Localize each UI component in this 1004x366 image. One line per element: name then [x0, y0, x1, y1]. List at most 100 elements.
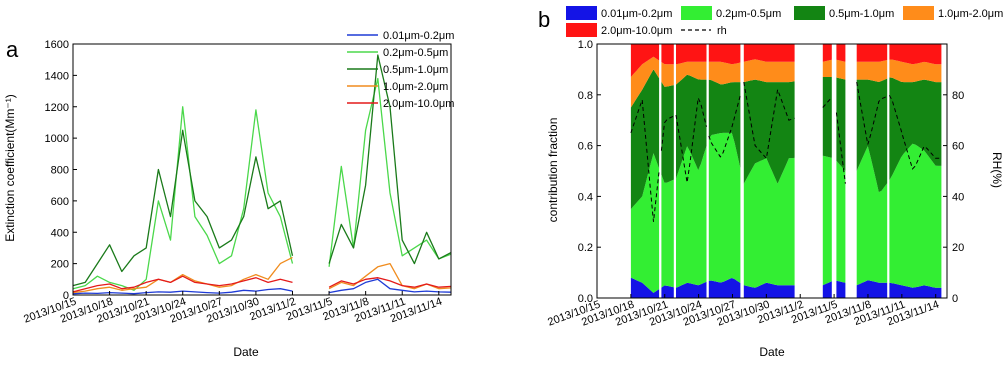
panel-a-series-line	[72, 278, 452, 295]
panel-b-area-band	[708, 79, 741, 169]
panel-b-legend-swatch	[566, 6, 597, 20]
panel-b-area-band	[822, 155, 832, 286]
panel-b-area-band	[676, 61, 707, 85]
panel-b-area-band	[889, 77, 942, 181]
panel-b-area-band	[856, 146, 888, 286]
panel-b-area-band	[676, 146, 707, 288]
panel-b-rh-line	[822, 96, 833, 108]
panel-b-area-band	[836, 280, 846, 298]
panel-b-area-band	[661, 62, 674, 87]
panel-b-rh-line	[675, 96, 707, 183]
panel-a-y-tick-label: 1200	[45, 102, 69, 114]
panel-b-rh-tick-label: 80	[952, 90, 964, 102]
panel-a-legend-label: 0.2μm-0.5μm	[383, 47, 448, 59]
panel-a-legend-label: 1.0μm-2.0μm	[383, 81, 448, 93]
panel-b-legend-label: 0.01μm-0.2μm	[601, 8, 672, 20]
panel-b-rh-axis-label: RH(%)	[990, 152, 1004, 188]
panel-b-plot-area	[630, 44, 942, 298]
panel-a-series-line	[72, 54, 452, 287]
panel-b-area-band	[743, 157, 795, 288]
panel-b-area-band	[708, 278, 741, 298]
panel-b-rh-line	[630, 99, 660, 222]
panel-a-y-tick-label: 400	[51, 227, 69, 239]
panel-b-legend: 0.01μm-0.2μm 0.2μm-0.5μm 0.5μm-1.0μm 1.0μm-…	[566, 6, 1003, 37]
panel-b-rh-line	[660, 115, 675, 151]
panel-a-y-tick-label: 0	[63, 290, 69, 302]
panel-b-area-band	[708, 44, 741, 65]
panel-b-area-band	[743, 59, 795, 83]
panel-b-rh-tick-label: 40	[952, 191, 964, 203]
panel-b-legend-swatch	[566, 23, 597, 37]
panel-b: b 0.01μm-0.2μm 0.2μm-0.5μm 0.5μm-1.0μm 1.0μ…	[538, 6, 1004, 359]
panel-b-rh-line	[856, 82, 888, 145]
panel-b-legend-swatch	[903, 6, 934, 20]
panel-a-series-line	[72, 77, 452, 291]
panel-b-area-band	[661, 44, 674, 65]
panel-a-legend: 0.01μm-0.2μm 0.2μm-0.5μm 0.5μm-1.0μm 1.0μm-…	[347, 30, 454, 110]
panel-b-y-tick-label: 0.8	[578, 90, 593, 102]
panel-b-area-band	[676, 44, 707, 65]
panel-b-area-band	[743, 44, 795, 62]
panel-b-area-band	[743, 282, 795, 298]
panel-a-y-tick-label: 800	[51, 165, 69, 177]
panel-b-frame	[596, 43, 948, 299]
panel-b-rh-tick-label: 60	[952, 141, 964, 153]
panel-b-legend-label: 0.2μm-0.5μm	[716, 8, 781, 20]
panel-b-area-band	[856, 78, 888, 193]
panel-a-legend-label: 0.5μm-1.0μm	[383, 64, 448, 76]
panel-b-area-band	[822, 59, 832, 77]
panel-b-area-band	[822, 281, 832, 298]
panel-b-area-band	[630, 56, 660, 108]
panel-b-y-tick-label: 1.0	[578, 39, 593, 51]
panel-b-area-band	[836, 160, 846, 283]
panel-b-legend-label: 1.0μm-2.0μm	[938, 8, 1003, 20]
panel-b-area-band	[822, 77, 832, 158]
panel-a-y-tick-label: 1000	[45, 133, 69, 145]
panel-b-area-band	[630, 44, 660, 77]
panel-a-y-tick-label: 200	[51, 259, 69, 271]
panel-b-y-tick-label: 0.6	[578, 141, 593, 153]
panel-b-area-band	[856, 44, 888, 62]
panel-b-area-band	[856, 280, 888, 298]
panel-b-area-band	[708, 61, 741, 85]
panel-b-y-tick-label: 0.0	[578, 293, 593, 305]
panel-b-area-band	[836, 77, 846, 171]
panel-b-rh-tick-label: 20	[952, 242, 964, 254]
panel-a-label: a	[6, 37, 19, 62]
panel-a-y-tick-label: 1400	[45, 70, 69, 82]
panel-b-area-band	[630, 153, 660, 293]
panel-b-rh-line	[743, 82, 795, 160]
panel-b-area-band	[708, 132, 741, 283]
panel-b-legend-label: 2.0μm-10.0μm	[601, 25, 672, 37]
panel-b-y-tick-label: 0.4	[578, 191, 593, 203]
panel-b-x-axis-label: Date	[759, 345, 785, 359]
panel-b-area-band	[889, 282, 942, 298]
panel-b-area-band	[889, 44, 942, 65]
panel-b-legend-swatch	[794, 6, 825, 20]
panel-b-area-band	[889, 143, 942, 288]
panel-a-y-tick-label: 600	[51, 196, 69, 208]
panel-a-legend-label: 0.01μm-0.2μm	[383, 30, 454, 42]
panel-b-rh-line	[888, 95, 942, 170]
panel-b-area-band	[661, 174, 674, 288]
panel-a: a 020040060080010001200140016002013/10/1…	[3, 30, 454, 359]
panel-b-legend-swatch	[681, 6, 712, 20]
panel-a-series-line	[72, 275, 452, 293]
panel-b-area-band	[836, 59, 846, 80]
panel-b-area-band	[856, 60, 888, 82]
panel-a-x-axis-label: Date	[233, 345, 259, 359]
panel-b-area-band	[630, 69, 660, 210]
panel-b-area-band	[822, 44, 832, 62]
panel-b-area-band	[661, 285, 674, 298]
panel-b-y-tick-label: 0.2	[578, 242, 593, 254]
panel-b-area-band	[889, 59, 942, 83]
panel-b-label: b	[538, 7, 550, 32]
panel-b-y-axis-label: contribution fraction	[546, 118, 560, 223]
panel-b-area-band	[630, 277, 660, 298]
panel-b-area-band	[676, 281, 707, 298]
panel-b-area-band	[743, 79, 795, 184]
panel-b-rh-tick-label: 0	[952, 293, 958, 305]
panel-b-area-band	[836, 44, 846, 62]
